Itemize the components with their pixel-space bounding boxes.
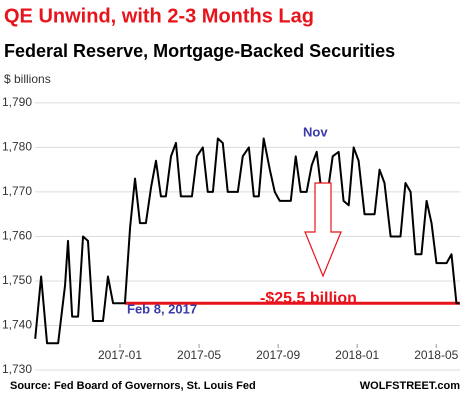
y-tick-label: 1,740 bbox=[2, 318, 32, 332]
y-tick-label: 1,750 bbox=[2, 273, 32, 287]
source: Source: Fed Board of Governors, St. Loui… bbox=[10, 380, 256, 392]
brand: WOLFSTREET.com bbox=[360, 380, 460, 392]
x-tick-label: 2017-09 bbox=[256, 348, 300, 362]
chart-subtitle: Federal Reserve, Mortgage-Backed Securit… bbox=[4, 41, 395, 61]
y-tick-label: 1,790 bbox=[2, 95, 32, 109]
y-tick-label: 1,730 bbox=[2, 362, 32, 376]
down-arrow bbox=[304, 182, 342, 278]
annotation: Nov bbox=[303, 124, 328, 139]
x-tick-label: 2018-01 bbox=[335, 348, 379, 362]
annotation: -$25.5 billion bbox=[260, 290, 357, 307]
y-axis-label: $ billions bbox=[4, 72, 51, 86]
annotation: Feb 8, 2017 bbox=[127, 301, 197, 316]
y-tick-label: 1,780 bbox=[2, 140, 32, 154]
x-tick-label: 2017-05 bbox=[177, 348, 221, 362]
line-series bbox=[34, 137, 460, 345]
x-tick-label: 2018-05 bbox=[414, 348, 458, 362]
chart-title: QE Unwind, with 2-3 Months Lag bbox=[4, 5, 314, 27]
x-tick-label: 2017-01 bbox=[98, 348, 142, 362]
y-tick-label: 1,770 bbox=[2, 184, 32, 198]
plot: 1,730 1,740 1,750 1,760 1,770 1,780 1,790 2017-… bbox=[2, 95, 460, 376]
y-tick-label: 1,760 bbox=[2, 229, 32, 243]
